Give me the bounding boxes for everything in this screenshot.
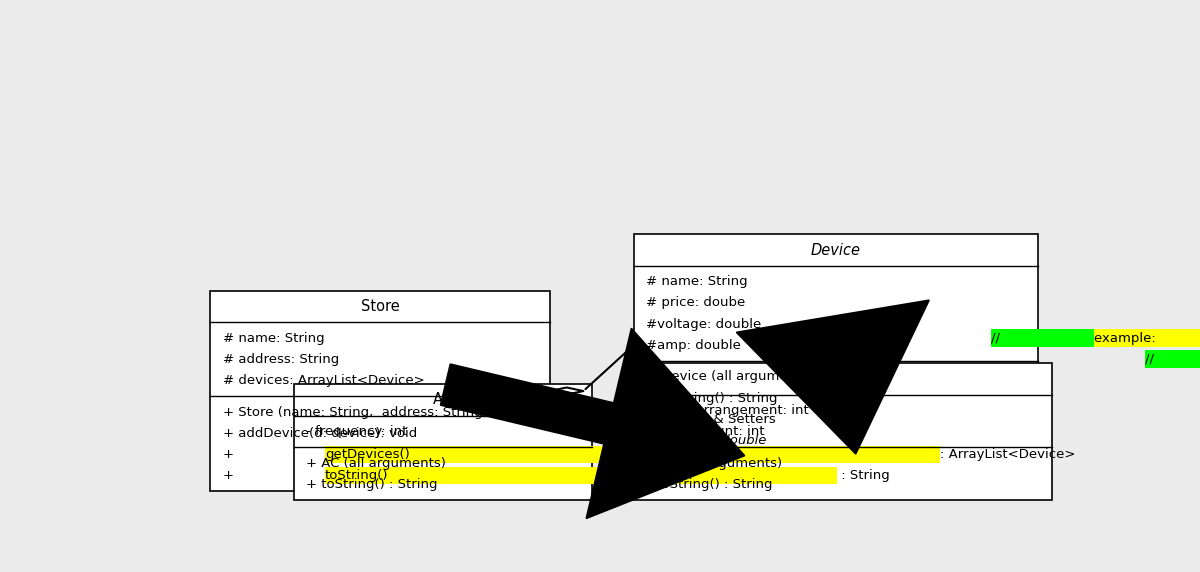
Text: - frequency: int: - frequency: int — [306, 425, 408, 438]
Text: -batteryArrangement: int: -batteryArrangement: int — [641, 404, 814, 417]
FancyBboxPatch shape — [1145, 351, 1200, 368]
Text: toString(): toString() — [325, 469, 389, 482]
Text: - batteryCount: int: - batteryCount: int — [641, 425, 764, 438]
Text: + Store (name: String,  address: String): + Store (name: String, address: String) — [222, 406, 487, 419]
Text: # devices: ArrayList<Device>: # devices: ArrayList<Device> — [222, 374, 425, 387]
Text: + DC (all arguments): + DC (all arguments) — [641, 457, 782, 470]
Text: # price: doube: # price: doube — [646, 296, 745, 309]
Text: Store: Store — [361, 299, 400, 314]
Bar — [210, 291, 550, 491]
Bar — [294, 384, 592, 500]
Text: #voltage: double: #voltage: double — [646, 317, 761, 331]
Text: : String: : String — [838, 469, 890, 482]
FancyBboxPatch shape — [1093, 329, 1200, 347]
Text: AC: AC — [433, 392, 452, 407]
Text: + toString() : String: + toString() : String — [306, 478, 438, 491]
Text: //: // — [1145, 353, 1154, 366]
Text: #amp: double: #amp: double — [646, 339, 740, 352]
Bar — [634, 235, 1038, 456]
Text: + AC (all arguments): + AC (all arguments) — [306, 457, 446, 470]
Bar — [629, 363, 1052, 500]
Text: example:: example: — [1093, 332, 1159, 345]
FancyBboxPatch shape — [325, 467, 838, 484]
Text: : ArrayList<Device>: : ArrayList<Device> — [940, 448, 1075, 461]
Text: +: + — [222, 469, 238, 482]
Text: + power(): double: + power(): double — [646, 434, 766, 447]
Text: Device: Device — [811, 243, 860, 257]
Text: //: // — [991, 332, 1000, 345]
Text: getDevices(): getDevices() — [325, 448, 409, 461]
FancyBboxPatch shape — [991, 329, 1093, 347]
Text: +: + — [222, 448, 238, 461]
Text: # name: String: # name: String — [646, 275, 748, 288]
Text: + toString() : String: + toString() : String — [641, 478, 773, 491]
Text: + toString() : String: + toString() : String — [646, 392, 778, 404]
Text: # name: String: # name: String — [222, 332, 329, 345]
Text: + getters & Setters: + getters & Setters — [646, 413, 775, 426]
Text: DC: DC — [829, 371, 851, 386]
Text: # address: String: # address: String — [222, 353, 343, 366]
FancyBboxPatch shape — [325, 446, 940, 463]
Text: + Device (all arguments): + Device (all arguments) — [646, 371, 814, 383]
Text: + addDevice(d: device): void: + addDevice(d: device): void — [222, 427, 416, 440]
